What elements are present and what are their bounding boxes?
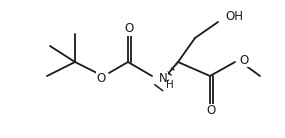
Text: OH: OH: [225, 10, 243, 23]
Text: N: N: [159, 72, 168, 86]
Text: O: O: [206, 104, 216, 117]
Text: O: O: [96, 71, 106, 84]
Text: O: O: [239, 54, 248, 67]
Text: H: H: [166, 80, 174, 90]
Text: O: O: [124, 22, 134, 35]
